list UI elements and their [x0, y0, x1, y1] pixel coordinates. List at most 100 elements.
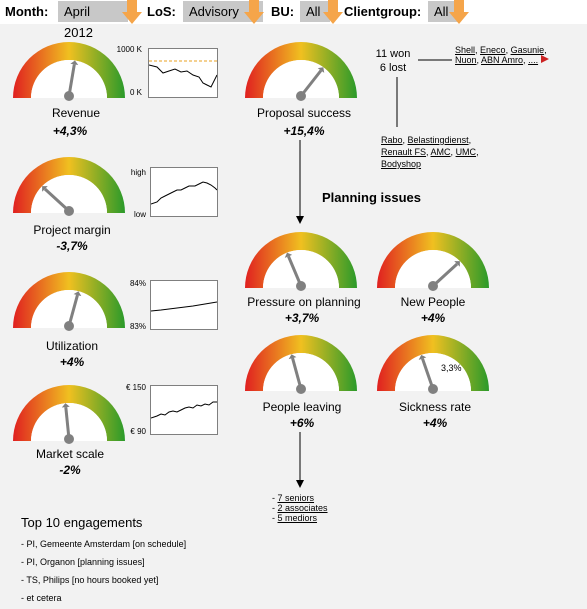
pressure-on-planning-gauge	[245, 230, 357, 297]
people-leaving-label: People leaving	[262, 400, 342, 414]
engagement-item[interactable]: - PI, Gemeente Amsterdam [on schedule]	[21, 539, 187, 549]
filter-clientgroup-value[interactable]: All	[428, 1, 458, 22]
engagement-item: - et cetera	[21, 593, 62, 603]
proposal-won-count: 11 won	[375, 48, 411, 60]
lost-client-link[interactable]: AMC	[430, 147, 451, 157]
market-scale-sparkline	[150, 385, 218, 435]
gauge-needle	[287, 255, 303, 287]
won-client-link[interactable]: Shell	[455, 45, 476, 55]
market-scale-spark-bottom-label: € 90	[130, 427, 146, 436]
revenue-sparkline	[148, 48, 218, 98]
lost-client-link[interactable]: Rabo	[381, 135, 403, 145]
proposal-success-gauge	[245, 40, 357, 107]
gauge-arc	[13, 385, 125, 441]
lost-client-link[interactable]: Bodyshop	[381, 159, 422, 169]
market-scale-gauge	[13, 383, 125, 450]
project-margin-sparkline	[150, 167, 218, 217]
gauge-needle	[67, 64, 76, 97]
gauge-arc	[245, 335, 357, 391]
new-people-delta: +4%	[420, 311, 446, 325]
month-dropdown-arrow-icon[interactable]	[121, 0, 143, 24]
pressure-on-planning-delta: +3,7%	[284, 311, 320, 325]
project-margin-delta: -3,7%	[56, 239, 88, 253]
market-scale-spark-top-label: € 150	[125, 383, 146, 392]
lost-client-link[interactable]: Renault FS	[381, 147, 427, 157]
leaving-breakdown-arrow-icon	[296, 432, 304, 488]
pressure-on-planning-label: Pressure on planning	[247, 295, 361, 309]
won-client-link[interactable]: ABN Amro	[481, 55, 524, 65]
lost-client-link[interactable]: Belastingdienst	[407, 135, 469, 145]
gauge-arc	[13, 42, 125, 98]
revenue-spark-top-label: 1000 K	[116, 45, 142, 54]
revenue-spark-bottom-label: 0 K	[129, 88, 142, 97]
gauge-needle	[43, 187, 71, 213]
market-scale-delta: -2%	[59, 463, 81, 477]
gauge-needle	[431, 262, 459, 288]
people-leaving-breakdown: - 7 seniors - 2 associates - 5 mediors	[272, 493, 328, 523]
gauge-needle	[291, 357, 303, 390]
market-scale-label: Market scale	[35, 447, 105, 461]
filter-bu-label: BU:	[271, 4, 295, 19]
board-title: LOS BOARD	[503, 4, 581, 19]
gauge-arc	[245, 232, 357, 288]
revenue-gauge	[13, 40, 125, 107]
people-leaving-delta: +6%	[289, 416, 315, 430]
gauge-needle	[67, 294, 79, 327]
revenue-delta: +4,3%	[52, 124, 88, 138]
project-margin-spark-top-label: high	[130, 168, 146, 177]
new-people-label: New People	[400, 295, 466, 309]
lost-client-link[interactable]: UMC	[455, 147, 477, 157]
project-margin-label: Project margin	[33, 223, 111, 237]
gauge-needle	[64, 407, 71, 440]
utilization-label: Utilization	[45, 339, 99, 353]
filter-bu-value[interactable]: All	[300, 1, 330, 22]
breakdown-link[interactable]: 5 mediors	[277, 513, 318, 523]
proposal-to-planning-arrow-icon	[296, 140, 304, 224]
filter-month-label: Month:	[5, 4, 49, 19]
top10-title: Top 10 engagements	[21, 515, 143, 530]
project-margin-spark-bottom-label: low	[133, 210, 146, 219]
filter-clientgroup-label: Clientgroup:	[344, 4, 422, 19]
utilization-delta: +4%	[59, 355, 85, 369]
engagement-item[interactable]: - PI, Organon [planning issues]	[21, 557, 145, 567]
proposal-success-delta: +15,4%	[283, 124, 325, 138]
proposal-lost-count: 6 lost	[379, 62, 407, 74]
filter-bar: Month: April 2012 LoS: Advisory BU: All …	[0, 0, 587, 40]
project-margin-gauge	[13, 155, 125, 222]
utilization-spark-top-label: 84%	[129, 279, 146, 288]
breakdown-link[interactable]: 7 seniors	[277, 493, 315, 503]
gauge-needle	[421, 358, 435, 390]
sickness-rate-delta: +4%	[422, 416, 448, 430]
gauge-arc	[13, 157, 125, 213]
more-arrow-icon[interactable]	[540, 55, 549, 63]
bu-dropdown-arrow-icon[interactable]	[322, 0, 344, 24]
gauge-arc	[377, 335, 489, 391]
proposal-success-label: Proposal success	[256, 106, 352, 120]
gauge-needle	[299, 69, 323, 97]
engagement-item[interactable]: - TS, Philips [no hours booked yet]	[21, 575, 159, 585]
planning-issues-title: Planning issues	[322, 190, 421, 205]
utilization-sparkline	[150, 280, 218, 330]
gauge-arc	[245, 42, 357, 98]
filter-month-value[interactable]: April 2012	[58, 1, 128, 40]
sickness-rate-value: 3,3%	[441, 363, 462, 373]
gauge-arc	[13, 272, 125, 328]
sickness-rate-label: Sickness rate	[398, 400, 472, 414]
won-clients-list: Shell, Eneco, Gasunie, Nuon, ABN Amro, .…	[455, 45, 549, 65]
people-leaving-gauge	[245, 333, 357, 400]
clientgroup-dropdown-arrow-icon[interactable]	[448, 0, 470, 24]
won-client-link[interactable]: Eneco	[480, 45, 506, 55]
won-client-link[interactable]: Nuon	[455, 55, 477, 65]
breakdown-link[interactable]: 2 associates	[277, 503, 328, 513]
won-client-link[interactable]: ....	[528, 55, 539, 65]
new-people-gauge	[377, 230, 489, 297]
sickness-rate-gauge	[377, 333, 489, 400]
gauge-arc	[377, 232, 489, 288]
filter-los-value[interactable]: Advisory	[183, 1, 263, 22]
filter-los-label: LoS:	[147, 4, 176, 19]
won-client-link[interactable]: Gasunie	[510, 45, 545, 55]
utilization-gauge	[13, 270, 125, 337]
los-dropdown-arrow-icon[interactable]	[243, 0, 265, 24]
proposal-connectors	[396, 59, 452, 127]
lost-clients-list: Rabo, Belastingdienst, Renault FS, AMC, …	[381, 135, 479, 169]
